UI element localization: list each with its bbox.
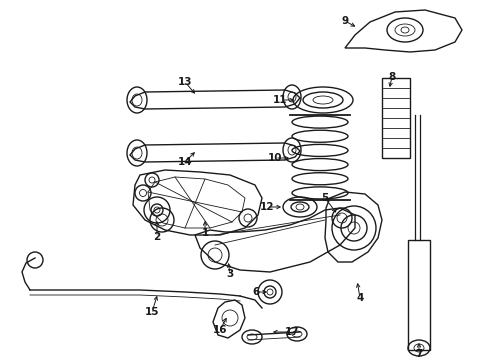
Text: 4: 4 <box>356 293 364 303</box>
Bar <box>408 240 430 350</box>
Text: 10: 10 <box>268 153 282 163</box>
Text: 14: 14 <box>178 157 192 167</box>
Text: 16: 16 <box>213 325 227 335</box>
Text: 7: 7 <box>416 349 423 359</box>
Text: 12: 12 <box>260 202 274 212</box>
Text: 1: 1 <box>201 228 209 238</box>
Text: 15: 15 <box>145 307 159 317</box>
Text: 2: 2 <box>153 232 161 242</box>
Text: 11: 11 <box>273 95 287 105</box>
Text: 13: 13 <box>178 77 192 87</box>
Text: 9: 9 <box>342 16 348 26</box>
Text: 5: 5 <box>321 193 329 203</box>
Text: 6: 6 <box>252 287 260 297</box>
Text: 17: 17 <box>285 327 299 337</box>
Text: 3: 3 <box>226 269 234 279</box>
Text: 8: 8 <box>389 72 395 82</box>
Bar <box>382 78 410 158</box>
